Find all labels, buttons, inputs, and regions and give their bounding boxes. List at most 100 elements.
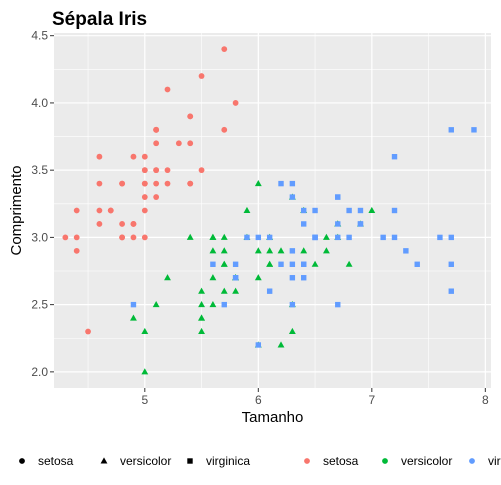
data-point-virginica — [312, 234, 318, 241]
data-point-versicolor — [198, 327, 205, 335]
data-point-setosa — [187, 180, 194, 187]
data-point-virginica — [289, 275, 296, 281]
y-tick-label: 3.5 — [31, 163, 48, 177]
y-tick-label: 4.0 — [31, 96, 48, 110]
legend: setosa versicolor virginica setosa versicolo… — [19, 454, 501, 468]
data-point-versicolor — [322, 233, 330, 240]
data-point-virginica — [448, 288, 454, 294]
data-point-virginica — [232, 261, 239, 267]
data-point-virginica — [346, 234, 352, 241]
plot-panel — [54, 33, 491, 388]
data-point-versicolor — [209, 274, 217, 281]
data-point-virginica — [471, 127, 477, 133]
data-point-setosa — [221, 46, 228, 53]
data-point-setosa — [153, 126, 160, 133]
data-point-setosa — [153, 167, 160, 174]
legend-key-color — [304, 458, 310, 464]
y-axis-title: Comprimento — [8, 165, 25, 255]
data-point-versicolor — [164, 274, 171, 281]
legend-label-color: virginica — [488, 454, 501, 468]
data-point-versicolor — [141, 368, 149, 375]
data-point-versicolor — [300, 247, 308, 254]
data-point-virginica — [244, 234, 250, 241]
data-point-virginica — [391, 154, 398, 160]
data-point-setosa — [107, 207, 114, 214]
legend-key-color — [469, 458, 475, 464]
x-axis-title: Tamanho — [242, 409, 304, 426]
data-point-virginica — [403, 248, 409, 254]
x-tick-label: 6 — [255, 393, 262, 407]
data-point-setosa — [141, 194, 148, 200]
data-point-virginica — [301, 275, 307, 281]
data-point-versicolor — [266, 247, 274, 254]
data-point-setosa — [187, 140, 194, 147]
data-point-versicolor — [254, 180, 262, 187]
x-tick-label: 7 — [368, 393, 375, 407]
data-point-setosa — [141, 153, 148, 160]
legend-key-triangle — [100, 457, 108, 464]
data-point-setosa — [164, 167, 171, 174]
data-point-virginica — [266, 288, 273, 294]
data-point-virginica — [335, 221, 341, 227]
data-point-virginica — [414, 261, 420, 267]
data-point-virginica — [357, 221, 364, 227]
data-point-versicolor — [209, 301, 217, 308]
chart-title: Sépala Iris — [52, 9, 147, 30]
data-point-virginica — [448, 234, 454, 241]
data-point-virginica — [221, 301, 227, 308]
data-point-virginica — [255, 342, 262, 348]
data-point-virginica — [289, 261, 296, 267]
data-point-versicolor — [209, 233, 217, 240]
data-point-virginica — [391, 234, 398, 241]
data-point-virginica — [335, 194, 341, 200]
legend-key-square — [187, 458, 193, 464]
data-point-virginica — [130, 301, 137, 308]
data-point-setosa — [153, 194, 160, 200]
data-point-setosa — [153, 180, 160, 187]
data-point-virginica — [301, 221, 307, 227]
data-point-setosa — [198, 167, 205, 174]
data-point-setosa — [130, 153, 137, 160]
data-point-versicolor — [220, 233, 228, 240]
data-point-versicolor — [198, 314, 205, 321]
data-point-virginica — [210, 261, 216, 267]
data-point-virginica — [391, 207, 398, 214]
data-point-setosa — [130, 234, 137, 241]
grid-lines — [54, 33, 491, 388]
data-point-virginica — [289, 194, 296, 200]
legend-label-color: setosa — [323, 454, 359, 468]
data-point-versicolor — [198, 287, 205, 294]
data-point-versicolor — [130, 314, 137, 321]
data-point-setosa — [232, 100, 239, 106]
data-point-virginica — [312, 207, 318, 214]
data-point-setosa — [130, 221, 137, 227]
data-point-versicolor — [266, 260, 274, 267]
data-point-virginica — [255, 234, 262, 241]
data-point-setosa — [141, 180, 148, 187]
data-point-setosa — [96, 153, 103, 160]
data-point-versicolor — [254, 247, 262, 254]
data-point-versicolor — [288, 327, 296, 335]
data-point-virginica — [278, 261, 284, 267]
y-tick-label: 2.0 — [31, 365, 48, 379]
data-point-setosa — [96, 180, 103, 187]
axes: 5 6 7 8 2.0 2.5 3.0 3.5 4.0 4.5 — [31, 29, 489, 407]
data-points — [62, 46, 477, 375]
data-point-setosa — [141, 207, 148, 214]
data-point-versicolor — [186, 233, 194, 240]
data-point-virginica — [437, 234, 443, 241]
legend-label-shape: versicolor — [120, 454, 171, 468]
data-point-setosa — [96, 207, 103, 214]
data-point-versicolor — [220, 260, 228, 267]
data-point-versicolor — [322, 247, 330, 254]
data-point-virginica — [357, 207, 364, 214]
legend-label-shape: virginica — [206, 454, 250, 468]
data-point-virginica — [289, 180, 296, 187]
data-point-setosa — [119, 180, 126, 187]
data-point-versicolor — [209, 247, 217, 254]
data-point-setosa — [73, 207, 80, 214]
x-tick-label: 8 — [482, 393, 489, 407]
data-point-virginica — [266, 234, 273, 241]
data-point-virginica — [346, 207, 352, 214]
data-point-virginica — [380, 234, 386, 241]
